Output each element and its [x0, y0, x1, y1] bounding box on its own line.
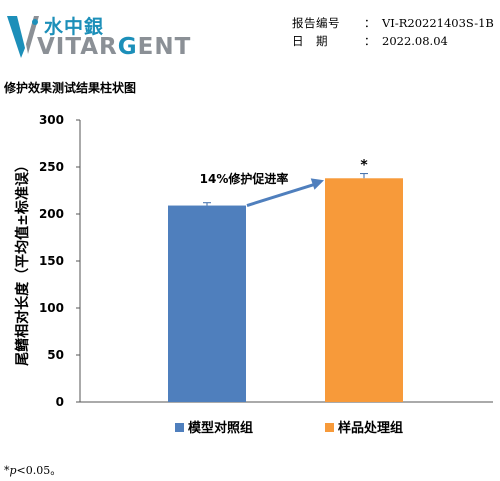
report-number-colon: ：: [364, 16, 376, 30]
footnote: *p<0.05。: [4, 462, 61, 478]
y-tick-label: 100: [39, 301, 64, 315]
bar: [168, 205, 246, 402]
report-date-row: 日 期 ： 2022.08.04: [292, 32, 494, 50]
y-tick-label: 0: [56, 395, 64, 409]
growth-arrow-head: [310, 178, 324, 190]
y-axis-label: 尾鳍相对长度（平均值±标准误）: [14, 158, 31, 366]
bar-chart: 尾鳍相对长度（平均值±标准误） 0 50 100 150 200 250 300 * 14%修护…: [14, 113, 493, 436]
y-tick-label: 50: [47, 348, 64, 362]
y-tick-label: 250: [39, 160, 64, 174]
logo-chinese-name: 水中銀: [44, 16, 105, 38]
bar: [325, 178, 403, 402]
legend-swatch: [325, 423, 334, 432]
y-tick-label: 200: [39, 207, 64, 221]
company-logo: 水中銀 VITARGENT: [4, 10, 194, 62]
footnote-p: p: [9, 464, 17, 477]
footnote-symbol: *: [4, 464, 10, 477]
report-date-label: 日 期: [292, 34, 328, 48]
legend-label: 模型对照组: [188, 420, 253, 436]
annotation-text: 14%修护促进率: [200, 171, 289, 186]
significance-marker: *: [360, 158, 368, 174]
legend-swatch: [175, 423, 184, 432]
report-date-colon: ：: [364, 34, 376, 48]
report-number-value: VI-R20221403S-1B: [382, 16, 494, 30]
chart-title: 修护效果测试结果柱状图: [4, 81, 137, 95]
logo-v-mark-icon: [7, 16, 39, 58]
growth-arrow-shaft: [246, 181, 319, 207]
y-tick-label: 150: [39, 254, 64, 268]
footnote-text: <0.05。: [16, 464, 62, 477]
logo-wordmark: VITARGENT: [37, 34, 192, 60]
y-tick-label: 300: [39, 113, 64, 127]
report-number-row: 报告编号 ： VI-R20221403S-1B: [292, 14, 494, 32]
report-number-label: 报告编号: [292, 16, 340, 30]
report-date-value: 2022.08.04: [382, 34, 448, 48]
report-info: 报告编号 ： VI-R20221403S-1B 日 期 ： 2022.08.04: [292, 14, 494, 50]
legend-label: 样品处理组: [338, 420, 403, 436]
